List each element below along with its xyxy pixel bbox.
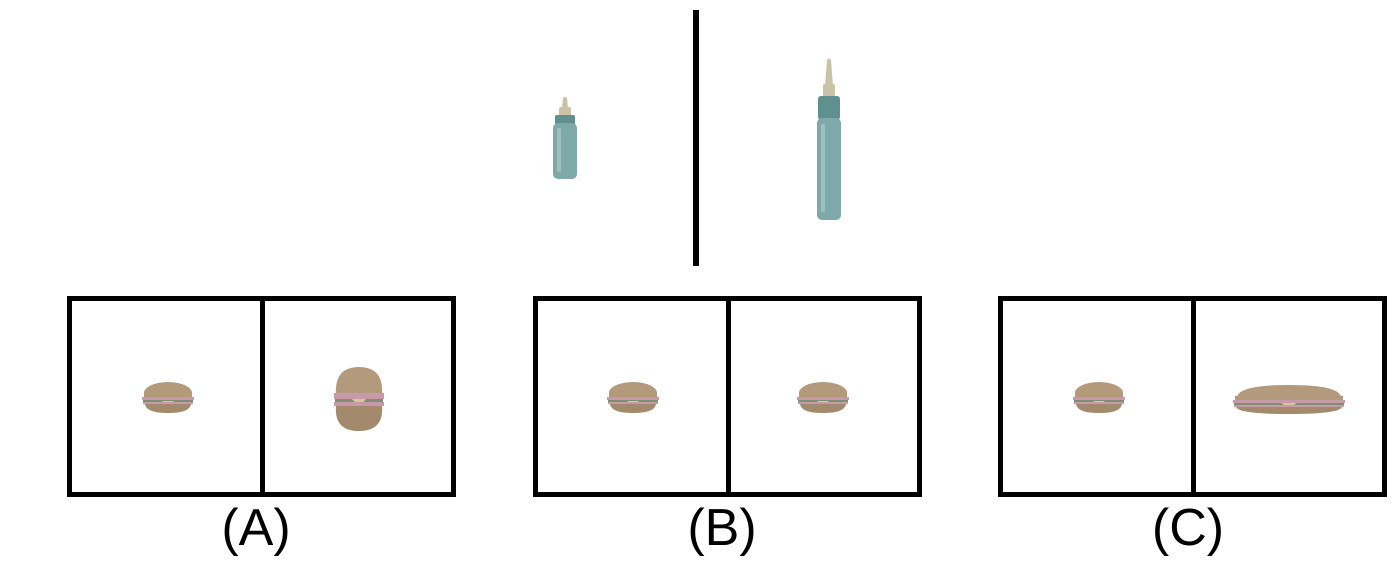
option-a-panel[interactable] [67, 296, 456, 497]
option-b-divider [726, 301, 731, 492]
option-a-label: (A) [221, 499, 291, 557]
example-divider [693, 10, 699, 266]
burger-tall-icon [334, 367, 384, 431]
option-c-divider [1191, 301, 1196, 492]
burger-wide-icon [1233, 385, 1345, 414]
option-c-panel[interactable] [998, 296, 1387, 497]
burger-normal-icon [1073, 382, 1125, 413]
option-b-label: (B) [687, 499, 757, 557]
small-bottle-icon [553, 97, 577, 179]
option-b-panel[interactable] [533, 296, 922, 497]
burger-normal-icon [607, 382, 659, 413]
option-a-divider [260, 301, 265, 492]
tall-bottle-icon [817, 58, 841, 220]
burger-normal-icon [142, 382, 194, 413]
burger-normal-icon [797, 382, 849, 413]
option-c-label: (C) [1151, 499, 1225, 557]
